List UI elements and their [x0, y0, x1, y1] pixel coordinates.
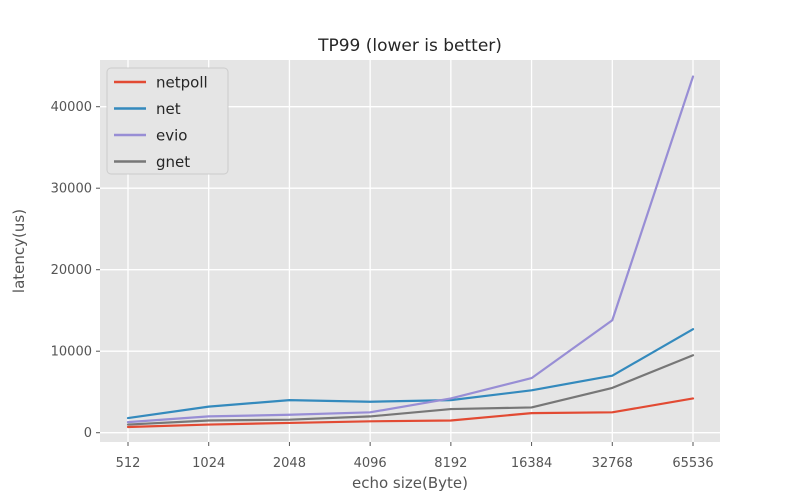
legend-box	[106, 67, 229, 175]
x-tick-label: 512	[116, 456, 141, 471]
x-axis-label: echo size(Byte)	[352, 474, 468, 492]
series-line-net	[126, 328, 695, 420]
y-tick-label: 0	[84, 426, 92, 441]
x-tick-label: 8192	[434, 456, 467, 471]
series-line-evio	[126, 75, 695, 424]
y-axis-label: latency(us)	[10, 209, 28, 293]
y-tick-label: 10000	[51, 345, 92, 360]
data-series	[126, 75, 695, 429]
y-tick-label: 20000	[51, 263, 92, 278]
x-tick-label: 1024	[192, 456, 225, 471]
axis-ticks: 512 1024 2048 4096 8192 16384 32768 65536 0 10000…	[51, 100, 714, 471]
series-line-netpoll	[126, 397, 695, 429]
x-tick-label: 32768	[592, 456, 633, 471]
legend-label-net: net	[156, 100, 181, 118]
chart-title: TP99 (lower is better)	[317, 36, 502, 56]
x-tick-label: 65536	[672, 456, 713, 471]
legend-label-netpoll: netpoll	[156, 74, 208, 92]
x-tick-label: 2048	[273, 456, 306, 471]
x-tick-label: 4096	[354, 456, 387, 471]
legend-label-gnet: gnet	[156, 153, 190, 171]
y-tick-label: 30000	[51, 182, 92, 197]
series-line-gnet	[126, 354, 695, 426]
gridlines	[100, 60, 720, 442]
y-tick-label: 40000	[51, 100, 92, 115]
x-tick-label: 16384	[511, 456, 552, 471]
legend: netpoll net evio gnet	[106, 67, 229, 175]
legend-label-evio: evio	[156, 127, 187, 145]
